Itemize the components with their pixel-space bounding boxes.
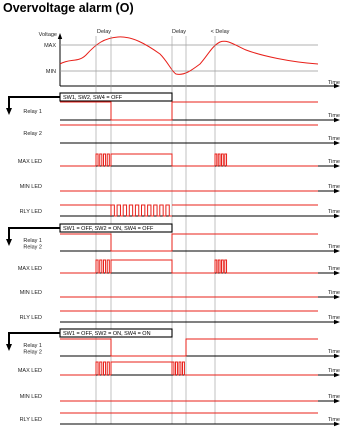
section-3-max-led-label: MAX LED xyxy=(18,368,42,374)
section-2-relay-time-label: Time xyxy=(328,244,340,250)
section-1-rly-led-time-label: Time xyxy=(328,209,340,215)
section-1-relay-1-signal xyxy=(60,101,318,121)
section-3-min-led-time-axis-arrowhead xyxy=(334,398,340,404)
section-2-relay-time-axis-arrowhead xyxy=(334,248,340,254)
voltage-axis-label: Voltage xyxy=(39,32,57,38)
delay-annotation-1: Delay xyxy=(97,29,111,35)
section-1-relay-1-time-axis-arrowhead xyxy=(334,117,340,123)
section-3-max-led-steady xyxy=(110,361,173,375)
section-1-max-led-steady xyxy=(110,153,215,167)
section-3-max-led-time-label: Time xyxy=(328,368,340,374)
short-delay-annotation: < Delay xyxy=(211,29,230,35)
section-3-min-led-label: MIN LED xyxy=(20,394,42,400)
section-3-rly-led-time-label: Time xyxy=(328,417,340,423)
section-2-relay-signal xyxy=(60,233,318,252)
section-3-max-led-blink-1 xyxy=(95,361,111,376)
section-1-relay-2-time-axis-arrowhead xyxy=(334,140,340,146)
section-1-min-led-time-label: Time xyxy=(328,184,340,190)
section-1-max-led-blink-1 xyxy=(95,153,111,167)
section-2-min-led-time-axis-arrowhead xyxy=(334,294,340,300)
section-1-max-led-blink-2 xyxy=(214,153,228,167)
section-2-rly-led-label: RLY LED xyxy=(20,315,42,321)
max-level-label: MAX xyxy=(44,43,56,49)
section-1-max-led-time-axis-arrowhead xyxy=(334,163,340,169)
min-level-label: MIN xyxy=(46,69,56,75)
section-2-config-text: SW1 = OFF, SW2 = ON, SW4 = OFF xyxy=(63,226,154,232)
section-1-rly-led-time-axis-arrowhead xyxy=(334,213,340,219)
page-title: Overvoltage alarm (O) xyxy=(3,1,134,15)
section-2-max-led-blink-1 xyxy=(95,259,111,274)
delay-annotation-2: Delay xyxy=(172,29,186,35)
top-time-axis-arrowhead xyxy=(334,83,340,89)
section-2-max-led-time-axis-arrowhead xyxy=(334,270,340,276)
section-2-relay-label-2: Relay 2 xyxy=(23,245,42,251)
section-2-max-led-blink-2 xyxy=(214,259,228,274)
section-1-min-led-time-axis-arrowhead xyxy=(334,188,340,194)
section-2-config-bracket-arrowhead xyxy=(6,239,12,246)
section-1-relay-2-time-label: Time xyxy=(328,136,340,142)
section-3-min-led-time-label: Time xyxy=(328,394,340,400)
section-1-relay-1-label: Relay 1 xyxy=(23,109,42,115)
section-3-max-led-time-axis-arrowhead xyxy=(334,372,340,378)
section-3-relay-label-1: Relay 1 xyxy=(23,343,42,349)
section-2-rly-led-time-axis-arrowhead xyxy=(334,319,340,325)
section-3-relay-time-label: Time xyxy=(328,349,340,355)
section-3-rly-led-time-axis-arrowhead xyxy=(334,421,340,427)
section-3-max-led-blink-2 xyxy=(171,361,186,376)
section-3-relay-time-axis-arrowhead xyxy=(334,353,340,359)
section-3-rly-led-label: RLY LED xyxy=(20,417,42,423)
section-2-max-led-label: MAX LED xyxy=(18,266,42,272)
section-2-max-led-time-label: Time xyxy=(328,266,340,272)
section-2-min-led-time-label: Time xyxy=(328,290,340,296)
section-3-relay-signal xyxy=(60,338,318,357)
section-3-config-bracket xyxy=(8,332,60,347)
top-time-label: Time xyxy=(328,80,340,86)
section-1-config-text: SW1, SW2, SW4 = OFF xyxy=(63,95,123,101)
section-1-config-bracket-arrowhead xyxy=(6,108,12,115)
voltage-axis-arrowhead xyxy=(57,33,63,39)
section-2-rly-led-time-label: Time xyxy=(328,315,340,321)
section-1-relay-2-label: Relay 2 xyxy=(23,131,42,137)
section-2-relay-label-1: Relay 1 xyxy=(23,238,42,244)
section-1-rly-led-blink xyxy=(110,204,172,217)
section-3-config-bracket-arrowhead xyxy=(6,344,12,351)
section-3-config-text: SW1 = OFF, SW2 = ON, SW4 = ON xyxy=(63,331,151,337)
section-1-relay-1-time-label: Time xyxy=(328,113,340,119)
section-1-max-led-label: MAX LED xyxy=(18,159,42,165)
section-1-config-bracket xyxy=(8,96,60,111)
section-2-max-led-steady xyxy=(110,259,215,274)
section-1-rly-led-label: RLY LED xyxy=(20,209,42,215)
section-1-max-led-time-label: Time xyxy=(328,159,340,165)
section-1-min-led-label: MIN LED xyxy=(20,184,42,190)
voltage-curve xyxy=(59,36,319,75)
section-2-config-bracket xyxy=(8,227,60,242)
section-2-min-led-label: MIN LED xyxy=(20,290,42,296)
section-3-relay-label-2: Relay 2 xyxy=(23,350,42,356)
